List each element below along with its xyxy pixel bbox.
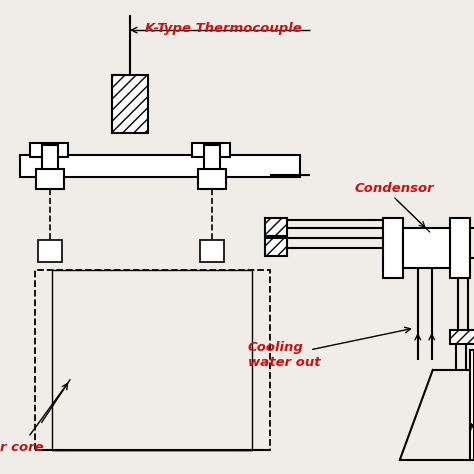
Text: Cooling
water out: Cooling water out [248, 341, 320, 369]
Bar [35, 270, 270, 450]
Bar [30, 143, 68, 157]
Bar [52, 270, 252, 450]
Text: K-Type Thermocouple: K-Type Thermocouple [145, 22, 301, 35]
Bar [265, 218, 287, 236]
Bar [450, 218, 470, 278]
Bar [20, 155, 300, 177]
Bar [38, 240, 62, 262]
Bar [470, 350, 474, 460]
Bar [204, 145, 220, 173]
Bar [192, 143, 230, 157]
Text: r core: r core [0, 441, 44, 455]
Text: Condensor: Condensor [355, 182, 435, 194]
Bar [403, 228, 450, 268]
Bar [36, 169, 64, 189]
Bar [383, 218, 403, 278]
Bar [112, 75, 148, 133]
Bar [198, 169, 226, 189]
Bar [200, 240, 224, 262]
Bar [265, 238, 287, 256]
Bar [42, 145, 58, 173]
Bar [450, 330, 474, 344]
